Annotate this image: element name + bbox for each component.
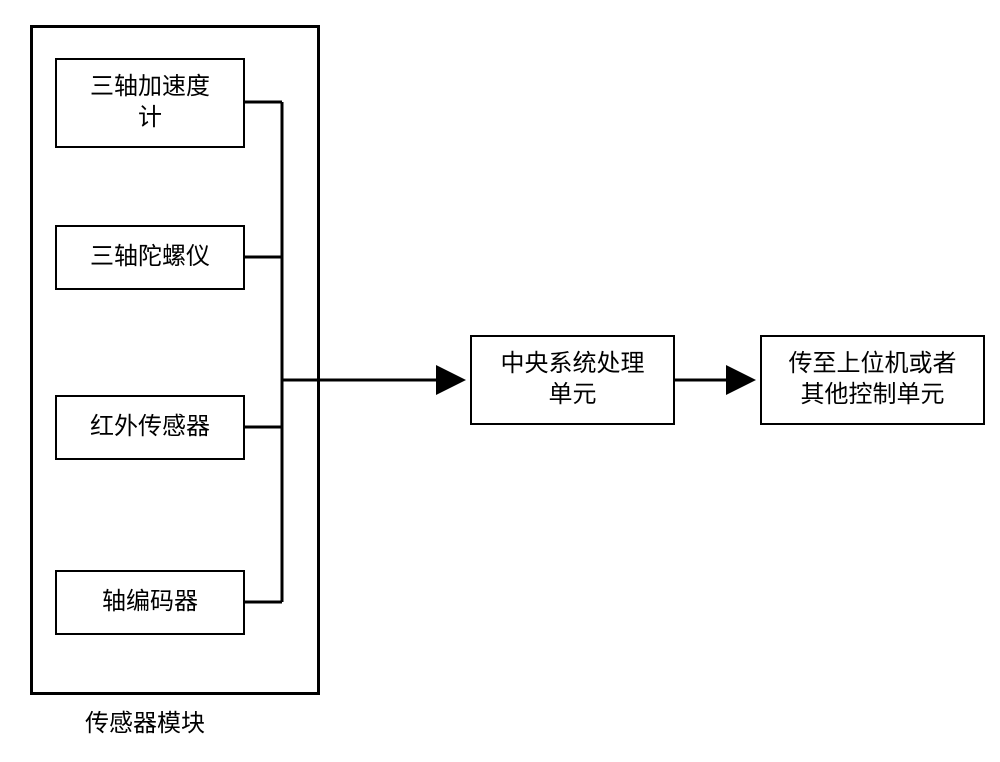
diagram-container: 传感器模块 三轴加速度计 三轴陀螺仪 红外传感器 轴编码器 中央系统处理单元 传… xyxy=(0,0,1000,762)
output-unit-label: 传至上位机或者其他控制单元 xyxy=(789,349,957,411)
sensor-accelerometer-label: 三轴加速度计 xyxy=(90,72,210,134)
sensor-infrared-label: 红外传感器 xyxy=(90,412,210,443)
sensor-accelerometer: 三轴加速度计 xyxy=(55,58,245,148)
sensor-gyroscope-label: 三轴陀螺仪 xyxy=(90,242,210,273)
sensor-encoder-label: 轴编码器 xyxy=(102,587,198,618)
central-processing-label: 中央系统处理单元 xyxy=(501,349,645,411)
sensor-infrared: 红外传感器 xyxy=(55,395,245,460)
sensor-gyroscope: 三轴陀螺仪 xyxy=(55,225,245,290)
central-processing-unit: 中央系统处理单元 xyxy=(470,335,675,425)
sensor-module-label: 传感器模块 xyxy=(85,703,205,738)
sensor-encoder: 轴编码器 xyxy=(55,570,245,635)
output-unit: 传至上位机或者其他控制单元 xyxy=(760,335,985,425)
